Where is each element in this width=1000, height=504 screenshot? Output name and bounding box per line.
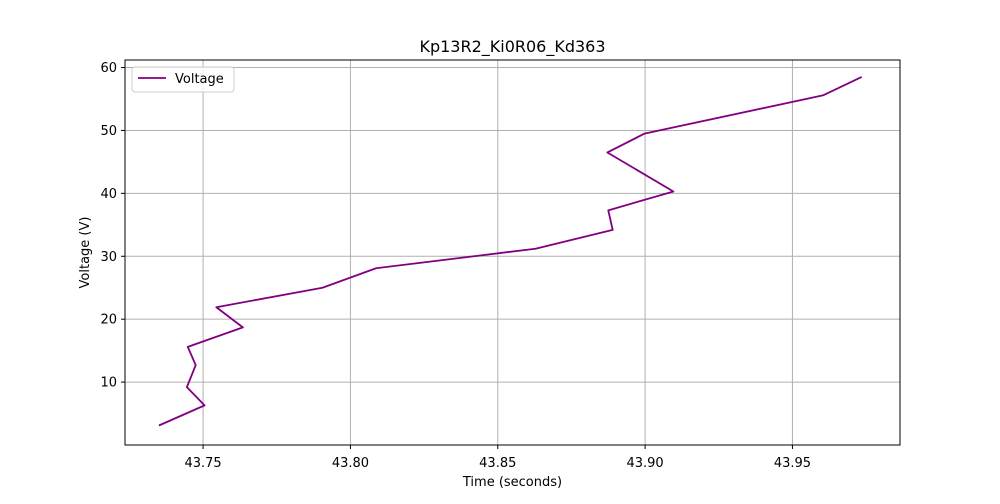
legend: Voltage: [131, 66, 235, 93]
chart-title: Kp13R2_Ki0R06_Kd363: [419, 37, 605, 57]
tick-layer: 43.75 43.80 43.85 43.90 43.95 10 20 30 40 50 60: [100, 61, 811, 471]
y-tick-label: 50: [100, 124, 117, 139]
y-tick-label: 60: [100, 61, 117, 76]
x-tick-label: 43.85: [479, 456, 516, 471]
x-tick-label: 43.95: [774, 456, 811, 471]
series-layer: [158, 76, 863, 427]
y-tick-label: 20: [100, 313, 117, 328]
x-tick-label: 43.75: [184, 456, 221, 471]
legend-label: Voltage: [175, 72, 224, 87]
x-tick-label: 43.80: [332, 456, 369, 471]
y-axis-label: Voltage (V): [78, 217, 93, 289]
x-tick-label: 43.90: [626, 456, 663, 471]
plot-frame: [124, 59, 901, 446]
legend-box: [131, 66, 235, 93]
x-axis-label: Time (seconds): [462, 475, 562, 490]
y-tick-label: 10: [100, 376, 117, 391]
grid-layer: [125, 60, 900, 445]
y-tick-label: 30: [100, 250, 117, 265]
series-line-voltage: [158, 76, 863, 427]
y-tick-label: 40: [100, 187, 117, 202]
